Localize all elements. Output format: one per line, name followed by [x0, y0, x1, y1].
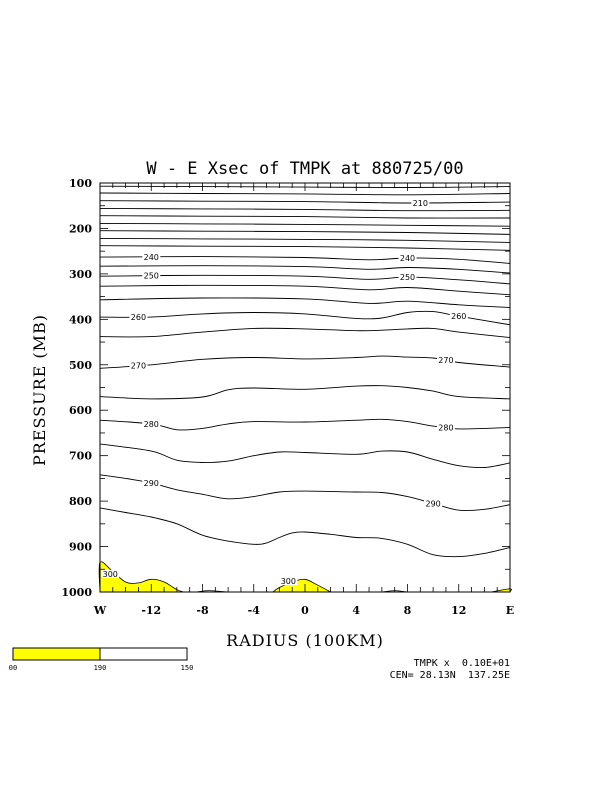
colorbar-tick-label: 150	[181, 664, 194, 672]
contour-label-mask	[129, 313, 148, 322]
x-tick-label: 4	[352, 604, 360, 617]
contour-line	[99, 507, 511, 558]
contour-line	[99, 230, 511, 235]
contour-line	[99, 284, 511, 296]
contour-label: 300	[281, 577, 296, 586]
y-tick-label: 400	[69, 313, 92, 326]
contour-line	[99, 256, 511, 264]
contour-label: 240	[144, 253, 159, 262]
contour-label: 270	[131, 362, 146, 371]
contour-label: 240	[400, 254, 415, 263]
contour-label: 210	[413, 199, 428, 208]
x-tick-label: W	[93, 604, 107, 617]
y-tick-label: 500	[69, 359, 92, 372]
contour-line	[99, 245, 511, 251]
scale-annotation: TMPK x 0.10E+01	[414, 658, 510, 669]
y-tick-label: 1000	[61, 586, 92, 599]
contour-label: 290	[425, 499, 440, 508]
contour-line	[99, 310, 511, 326]
contour-line	[99, 215, 511, 219]
x-tick-label: -8	[196, 604, 209, 617]
contour-label: 270	[438, 356, 453, 365]
contour-line	[99, 474, 511, 512]
chart-title: W - E Xsec of TMPK at 880725/00	[146, 159, 463, 179]
y-tick-label: 600	[69, 404, 92, 417]
contour-label: 300	[103, 570, 118, 579]
contour-label: 250	[400, 273, 415, 282]
y-tick-label: 900	[69, 541, 92, 554]
shaded-region	[271, 578, 331, 593]
contour-line	[99, 222, 511, 227]
contour-label-mask	[142, 419, 161, 428]
contour-label-mask	[142, 252, 161, 261]
tick-layer: W -12 -8 -4 0 4 8 12 E 100 200 300 400 500 600 700 800 90…	[61, 177, 514, 617]
contour-label-mask	[142, 478, 161, 487]
shaded-region	[98, 561, 184, 593]
colorbar: 00 190 150	[9, 647, 194, 672]
colorbar-segment-yellow	[12, 647, 101, 661]
contour-label: 250	[144, 272, 159, 281]
y-tick-label: 200	[69, 222, 92, 235]
x-tick-label: 8	[404, 604, 412, 617]
plot-frame	[99, 182, 511, 593]
colorbar-tick-label: 00	[9, 664, 17, 672]
contour-label: 280	[438, 423, 453, 432]
x-tick-label: 12	[451, 604, 466, 617]
x-axis-label: RADIUS (100KM)	[226, 631, 384, 650]
contour-label-mask	[398, 253, 417, 262]
colorbar-segment-white	[99, 647, 188, 661]
contour-label: 260	[451, 312, 466, 321]
x-tick-label: 0	[301, 604, 309, 617]
contour-label-mask	[279, 577, 298, 586]
center-annotation: CEN= 28.13N 137.25E	[390, 670, 510, 681]
contour-label-mask	[101, 569, 120, 578]
contour-line	[99, 418, 511, 431]
x-tick-label: -12	[141, 604, 161, 617]
contour-label-mask	[398, 273, 417, 282]
contour-label: 260	[131, 313, 146, 322]
contour-label-mask	[436, 423, 455, 432]
contour-line	[99, 443, 511, 469]
y-axis-label: PRESSURE (MB)	[30, 314, 49, 466]
x-tick-label: -4	[248, 604, 261, 617]
x-tick-label: E	[506, 604, 514, 617]
contour-label-layer: 210 240 240 250 250 260 260 270 270 280 280 290 290 3…	[101, 198, 468, 586]
y-tick-label: 300	[69, 268, 92, 281]
colorbar-tick-label: 190	[94, 664, 107, 672]
contour-label-mask	[436, 356, 455, 365]
y-tick-label: 700	[69, 450, 92, 463]
contour-label-mask	[411, 198, 430, 207]
contour-line	[99, 265, 511, 274]
contour-label-mask	[129, 361, 148, 370]
contour-label-mask	[424, 499, 443, 508]
contour-line	[99, 207, 511, 212]
contour-line	[99, 237, 511, 243]
contour-line	[99, 274, 511, 285]
contour-line	[99, 385, 511, 400]
contour-line	[99, 200, 511, 204]
y-tick-label: 100	[69, 177, 92, 190]
contour-label-mask	[449, 312, 468, 321]
contour-line	[99, 192, 511, 196]
contour-line	[99, 297, 511, 308]
contour-label-mask	[142, 271, 161, 280]
contour-layer	[99, 185, 511, 558]
contour-line	[99, 327, 511, 338]
contour-label: 290	[144, 479, 159, 488]
y-tick-label: 800	[69, 495, 92, 508]
contour-label: 280	[144, 420, 159, 429]
